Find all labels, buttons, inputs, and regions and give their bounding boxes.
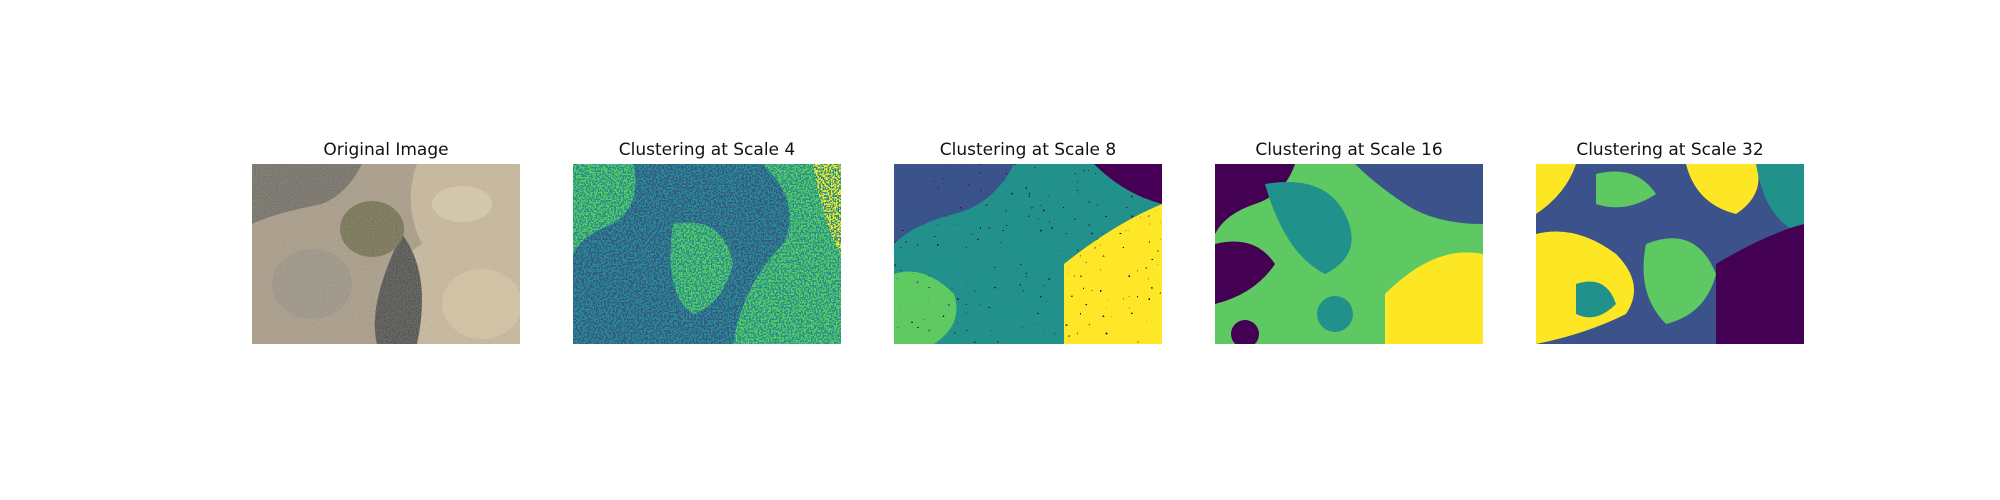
- panel-title: Original Image: [323, 140, 449, 160]
- panel-title: Clustering at Scale 16: [1255, 140, 1443, 160]
- panel-title: Clustering at Scale 32: [1576, 140, 1764, 160]
- panel-title: Clustering at Scale 4: [618, 140, 796, 160]
- cluster-map-scale-8: [894, 164, 1162, 344]
- panel-title: Clustering at Scale 8: [939, 140, 1117, 160]
- cluster-map-scale-32: [1536, 164, 1804, 344]
- cluster-map-scale-4: [573, 164, 841, 344]
- original-image: [252, 164, 520, 344]
- cluster-map-scale-16: [1215, 164, 1483, 344]
